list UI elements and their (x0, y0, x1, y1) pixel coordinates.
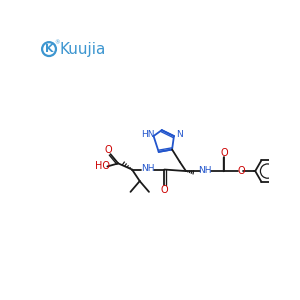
Text: NH: NH (141, 164, 154, 173)
Text: HN: HN (141, 130, 154, 139)
Text: K: K (45, 44, 53, 54)
Text: O: O (238, 166, 245, 176)
Text: HO: HO (95, 161, 110, 172)
Text: O: O (160, 184, 168, 195)
Text: O: O (220, 148, 228, 158)
Text: O: O (104, 145, 112, 155)
Text: NH: NH (198, 166, 212, 175)
Text: Kuujia: Kuujia (60, 42, 106, 57)
Text: ®: ® (54, 40, 59, 45)
Text: N: N (176, 130, 183, 139)
